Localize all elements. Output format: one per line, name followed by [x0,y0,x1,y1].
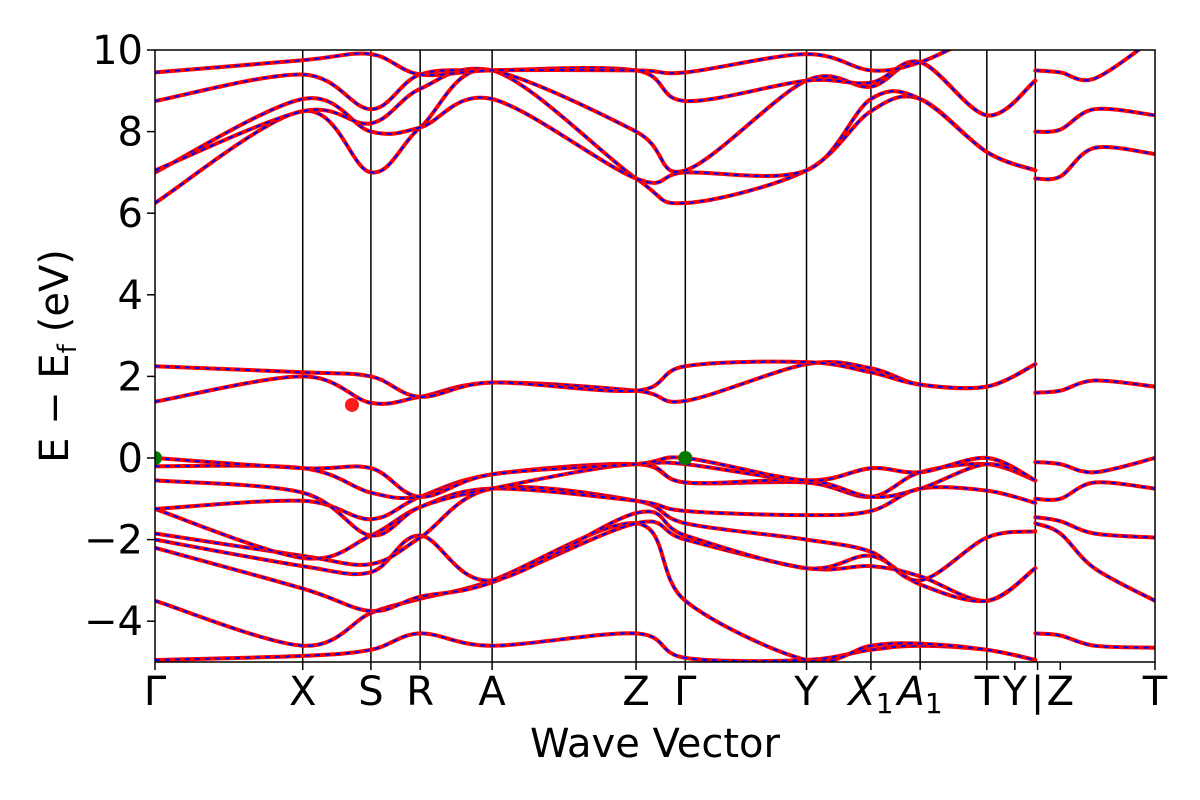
band-dft-5 [155,485,1038,561]
x-tick-label: Y [1002,669,1028,715]
band-dft-1 [155,521,1038,662]
band-wannier-21 [1035,457,1155,474]
plot-frame [154,49,1156,663]
band-dft-16 [155,50,953,78]
x-tick-label: Z [622,669,649,715]
band-wannier-0 [155,632,1036,662]
band-wannier-1 [155,522,1036,662]
band-lines [155,50,1155,662]
band-wannier-20 [1035,481,1155,501]
cbm-marker-2 [344,397,359,412]
band-dft-13 [155,89,1038,185]
band-wannier-19 [1035,516,1155,539]
y-tick-label: 0 [118,436,143,482]
band-dft-24 [1033,106,1155,134]
band-dft-22 [1033,378,1155,395]
x-tick-label: S [358,669,383,715]
y-axis-title-sub: f [53,343,83,353]
band-wannier-24 [1035,107,1155,133]
y-tick-label: 10 [92,28,143,74]
y-axis-ticks: −4 −2 0 2 4 6 8 10 [84,28,155,645]
x-tick-label: Γ [144,669,167,715]
kpoint-vertical-lines [301,50,1037,662]
band-wannier-3 [155,510,1036,603]
vbm-marker-0 [155,451,162,465]
y-tick-label: −2 [84,518,143,564]
x-tick-label: T [1142,669,1168,715]
y-axis-title-main: E − E [32,353,78,463]
band-edge-markers [155,397,693,465]
x-tick-label: A [478,669,506,715]
y-tick-label: 4 [118,273,143,319]
x-tick-label: T [974,669,1000,715]
y-axis-title-unit: (eV) [32,249,78,332]
band-wannier-25 [1035,50,1141,82]
band-wannier-10 [155,361,1036,405]
band-wannier-12 [155,68,1036,205]
x-tick-label: Y [793,669,819,715]
band-dft-21 [1033,456,1155,475]
band-wannier-17 [1035,632,1155,649]
y-tick-label: 2 [118,354,143,400]
y-tick-label: 6 [118,191,143,237]
band-wannier-2 [155,520,1036,613]
band-wannier-22 [1035,379,1155,394]
x-axis-title: Wave Vector [530,721,781,767]
band-dft-12 [155,67,1038,206]
band-wannier-14 [155,60,1036,173]
band-dft-2 [155,519,1038,614]
band-wannier-18 [1034,522,1155,602]
y-tick-label: −4 [84,599,143,645]
band-wannier-11 [155,360,1036,398]
x-axis-ticks: Γ X S R A Z Γ Y X1 A1 T Y | Z T [144,662,1168,720]
x-tick-label: X1 [846,669,893,720]
band-wannier-23 [1035,146,1155,181]
x-tick-label: Z [1047,669,1074,715]
y-tick-label: 8 [118,110,143,156]
band-wannier-5 [155,486,1036,560]
band-wannier-9 [155,456,1036,498]
x-tick-label: Γ [674,669,697,715]
y-axis-title: E − Ef (eV) [32,249,83,463]
x-tick-label: | [1031,669,1044,715]
vbm-marker-1 [678,451,693,465]
x-tick-label: X [289,669,316,715]
band-dft-20 [1033,480,1155,502]
x-tick-label: A1 [895,669,943,720]
x-tick-label: R [406,669,434,715]
band-dft-25 [1033,50,1142,83]
